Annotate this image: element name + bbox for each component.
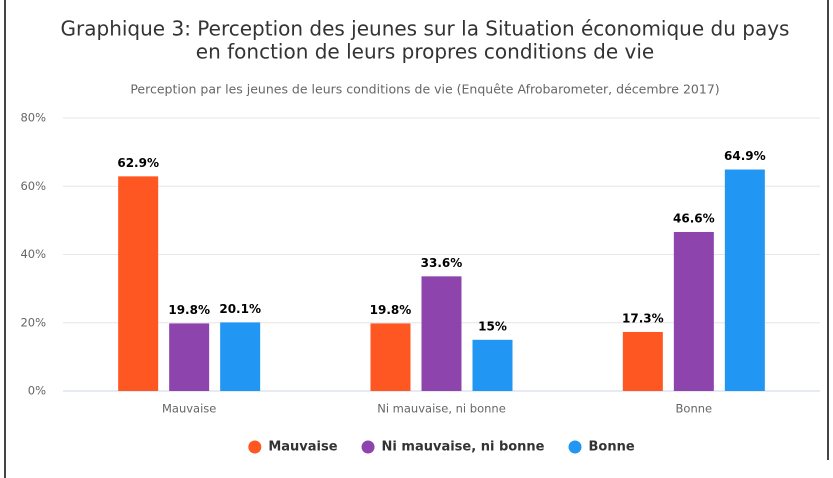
y-tick-label: 60%	[20, 179, 46, 193]
legend-marker	[248, 440, 262, 454]
bar	[169, 323, 210, 391]
legend-label: Bonne	[589, 440, 635, 455]
bar	[421, 276, 462, 391]
legend-label: Ni mauvaise, ni bonne	[382, 440, 545, 455]
value-label: 46.6%	[673, 211, 715, 225]
legend-label: Mauvaise	[268, 440, 337, 455]
y-tick-label: 80%	[20, 111, 46, 125]
y-tick-label: 40%	[20, 247, 46, 261]
bar	[724, 169, 765, 391]
y-tick-label: 20%	[20, 315, 46, 329]
y-tick-label: 0%	[28, 384, 46, 398]
x-tick-label: Ni mauvaise, ni bonne	[377, 402, 506, 416]
legend-marker	[568, 440, 582, 454]
bar	[220, 322, 261, 391]
value-label: 19.8%	[168, 303, 210, 317]
value-label: 19.8%	[370, 303, 412, 317]
value-label: 62.9%	[117, 156, 159, 170]
value-label: 15%	[478, 319, 507, 333]
chart-title: en fonction de leurs propres conditions …	[196, 40, 654, 64]
bar	[673, 231, 714, 391]
value-label: 33.6%	[421, 256, 463, 270]
bar	[472, 339, 513, 391]
value-label: 64.9%	[724, 149, 766, 163]
x-tick-label: Mauvaise	[162, 402, 216, 416]
bar	[622, 331, 663, 391]
bar	[118, 176, 159, 391]
chart-subtitle: Perception par les jeunes de leurs condi…	[130, 82, 719, 97]
legend-marker	[361, 440, 375, 454]
value-label: 17.3%	[622, 311, 664, 325]
chart-title: Graphique 3: Perception des jeunes sur l…	[61, 17, 790, 41]
x-tick-label: Bonne	[676, 402, 713, 416]
bar	[370, 323, 411, 391]
value-label: 20.1%	[219, 302, 261, 316]
